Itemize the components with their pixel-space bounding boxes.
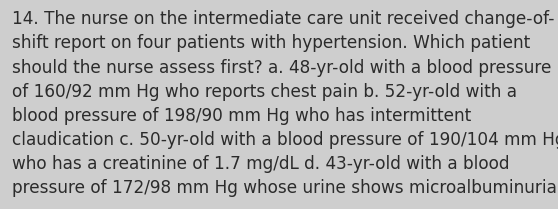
Text: should the nurse assess first? a. 48-yr-old with a blood pressure: should the nurse assess first? a. 48-yr-… [12, 59, 552, 76]
Text: who has a creatinine of 1.7 mg/dL d. 43-yr-old with a blood: who has a creatinine of 1.7 mg/dL d. 43-… [12, 155, 510, 173]
Text: pressure of 172/98 mm Hg whose urine shows microalbuminuria: pressure of 172/98 mm Hg whose urine sho… [12, 179, 557, 197]
Text: of 160/92 mm Hg who reports chest pain b. 52-yr-old with a: of 160/92 mm Hg who reports chest pain b… [12, 83, 517, 101]
Text: shift report on four patients with hypertension. Which patient: shift report on four patients with hyper… [12, 34, 531, 52]
Text: 14. The nurse on the intermediate care unit received change-of-: 14. The nurse on the intermediate care u… [12, 10, 555, 28]
Text: claudication c. 50-yr-old with a blood pressure of 190/104 mm Hg: claudication c. 50-yr-old with a blood p… [12, 131, 558, 149]
Text: blood pressure of 198/90 mm Hg who has intermittent: blood pressure of 198/90 mm Hg who has i… [12, 107, 472, 125]
